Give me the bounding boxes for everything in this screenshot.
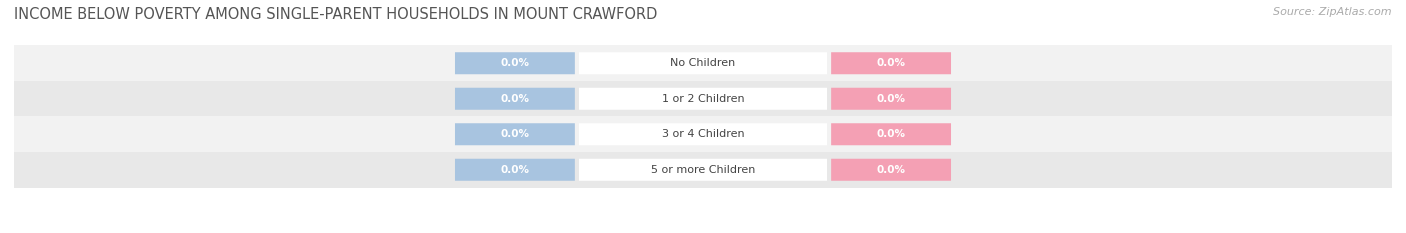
FancyBboxPatch shape	[579, 52, 827, 74]
FancyBboxPatch shape	[579, 159, 827, 181]
Bar	[14, 152, 1392, 188]
Text: 3 or 4 Children: 3 or 4 Children	[662, 129, 744, 139]
Text: 0.0%: 0.0%	[501, 165, 530, 175]
FancyBboxPatch shape	[579, 88, 827, 110]
Text: 0.0%: 0.0%	[501, 58, 530, 68]
Text: INCOME BELOW POVERTY AMONG SINGLE-PARENT HOUSEHOLDS IN MOUNT CRAWFORD: INCOME BELOW POVERTY AMONG SINGLE-PARENT…	[14, 7, 658, 22]
Text: Source: ZipAtlas.com: Source: ZipAtlas.com	[1274, 7, 1392, 17]
FancyBboxPatch shape	[831, 52, 950, 74]
Text: 1 or 2 Children: 1 or 2 Children	[662, 94, 744, 104]
Text: 0.0%: 0.0%	[876, 129, 905, 139]
FancyBboxPatch shape	[456, 88, 575, 110]
Text: 0.0%: 0.0%	[876, 94, 905, 104]
Text: 0.0%: 0.0%	[876, 165, 905, 175]
Text: 0.0%: 0.0%	[501, 94, 530, 104]
FancyBboxPatch shape	[831, 123, 950, 145]
Text: 5 or more Children: 5 or more Children	[651, 165, 755, 175]
Text: No Children: No Children	[671, 58, 735, 68]
Bar	[14, 81, 1392, 116]
FancyBboxPatch shape	[831, 88, 950, 110]
Bar	[14, 45, 1392, 81]
Text: 0.0%: 0.0%	[876, 58, 905, 68]
Bar	[14, 116, 1392, 152]
FancyBboxPatch shape	[456, 159, 575, 181]
Text: 0.0%: 0.0%	[501, 129, 530, 139]
FancyBboxPatch shape	[456, 52, 575, 74]
FancyBboxPatch shape	[831, 159, 950, 181]
FancyBboxPatch shape	[456, 123, 575, 145]
FancyBboxPatch shape	[579, 123, 827, 145]
